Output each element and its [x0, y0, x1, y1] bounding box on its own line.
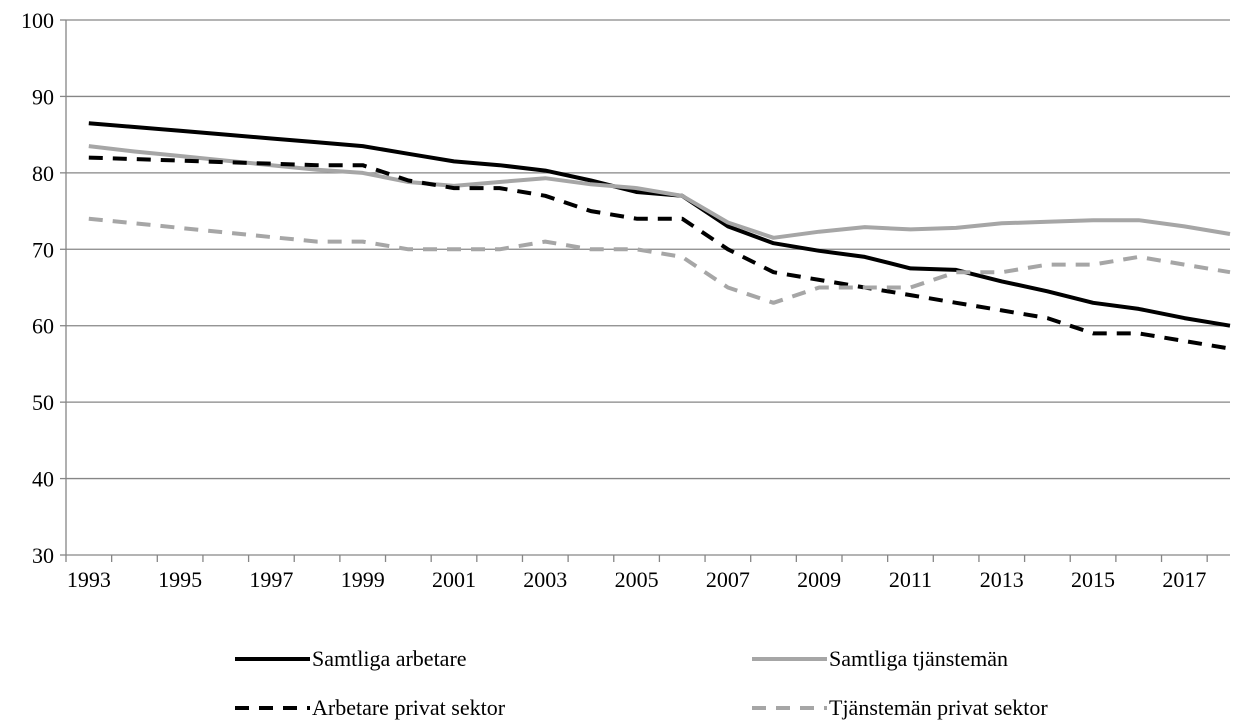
y-axis-ticks: 30 40 50 60 70 80 90 100 — [21, 8, 66, 568]
legend-label-samtliga-tjanstemen: Samtliga tjänstemän — [829, 646, 1008, 671]
series-line-samtliga-arbetare — [88, 121, 1231, 328]
legend-label-samtliga-arbetare: Samtliga arbetare — [312, 646, 467, 671]
legend-item-arbetare-privat-sektor: Arbetare privat sektor — [235, 695, 506, 720]
x-tick-label-2011: 2011 — [889, 567, 932, 592]
series-lines — [88, 121, 1231, 351]
legend: Samtliga arbetare Samtliga tjänstemän Ar… — [235, 646, 1048, 720]
series-line-arbetare-privat-sektor — [88, 155, 1231, 351]
legend-label-tjanstemen-privat-sektor: Tjänstemän privat sektor — [829, 695, 1048, 720]
x-tick-label-2003: 2003 — [523, 567, 567, 592]
x-tick-label-2007: 2007 — [706, 567, 750, 592]
y-tick-label-90: 90 — [32, 84, 54, 109]
x-tick-label-1999: 1999 — [341, 567, 385, 592]
series-line-samtliga-tj-nstem-n — [88, 144, 1231, 240]
legend-item-samtliga-arbetare: Samtliga arbetare — [235, 646, 467, 671]
y-tick-label-50: 50 — [32, 390, 54, 415]
series-line-tj-nstem-n-privat-sektor — [88, 216, 1231, 305]
x-tick-label-2005: 2005 — [615, 567, 659, 592]
x-tick-label-2009: 2009 — [797, 567, 841, 592]
y-tick-label-80: 80 — [32, 161, 54, 186]
y-tick-label-40: 40 — [32, 467, 54, 492]
y-tick-label-100: 100 — [21, 8, 54, 33]
legend-item-samtliga-tjanstemen: Samtliga tjänstemän — [752, 646, 1008, 671]
axes — [65, 20, 1230, 556]
x-tick-label-1993: 1993 — [67, 567, 111, 592]
x-tick-label-2013: 2013 — [980, 567, 1024, 592]
y-tick-label-70: 70 — [32, 237, 54, 262]
gridlines — [66, 19, 1230, 480]
x-tick-label-1995: 1995 — [158, 567, 202, 592]
x-axis-ticks: 1993 1995 1997 1999 2001 2003 2005 2007 2009 2011… — [65, 555, 1208, 592]
x-tick-label-2001: 2001 — [432, 567, 476, 592]
x-tick-label-2015: 2015 — [1071, 567, 1115, 592]
x-tick-label-1997: 1997 — [249, 567, 293, 592]
x-tick-label-2017: 2017 — [1162, 567, 1206, 592]
y-tick-label-60: 60 — [32, 314, 54, 339]
y-tick-label-30: 30 — [32, 543, 54, 568]
legend-label-arbetare-privat-sektor: Arbetare privat sektor — [312, 695, 506, 720]
legend-item-tjanstemen-privat-sektor: Tjänstemän privat sektor — [752, 695, 1048, 720]
